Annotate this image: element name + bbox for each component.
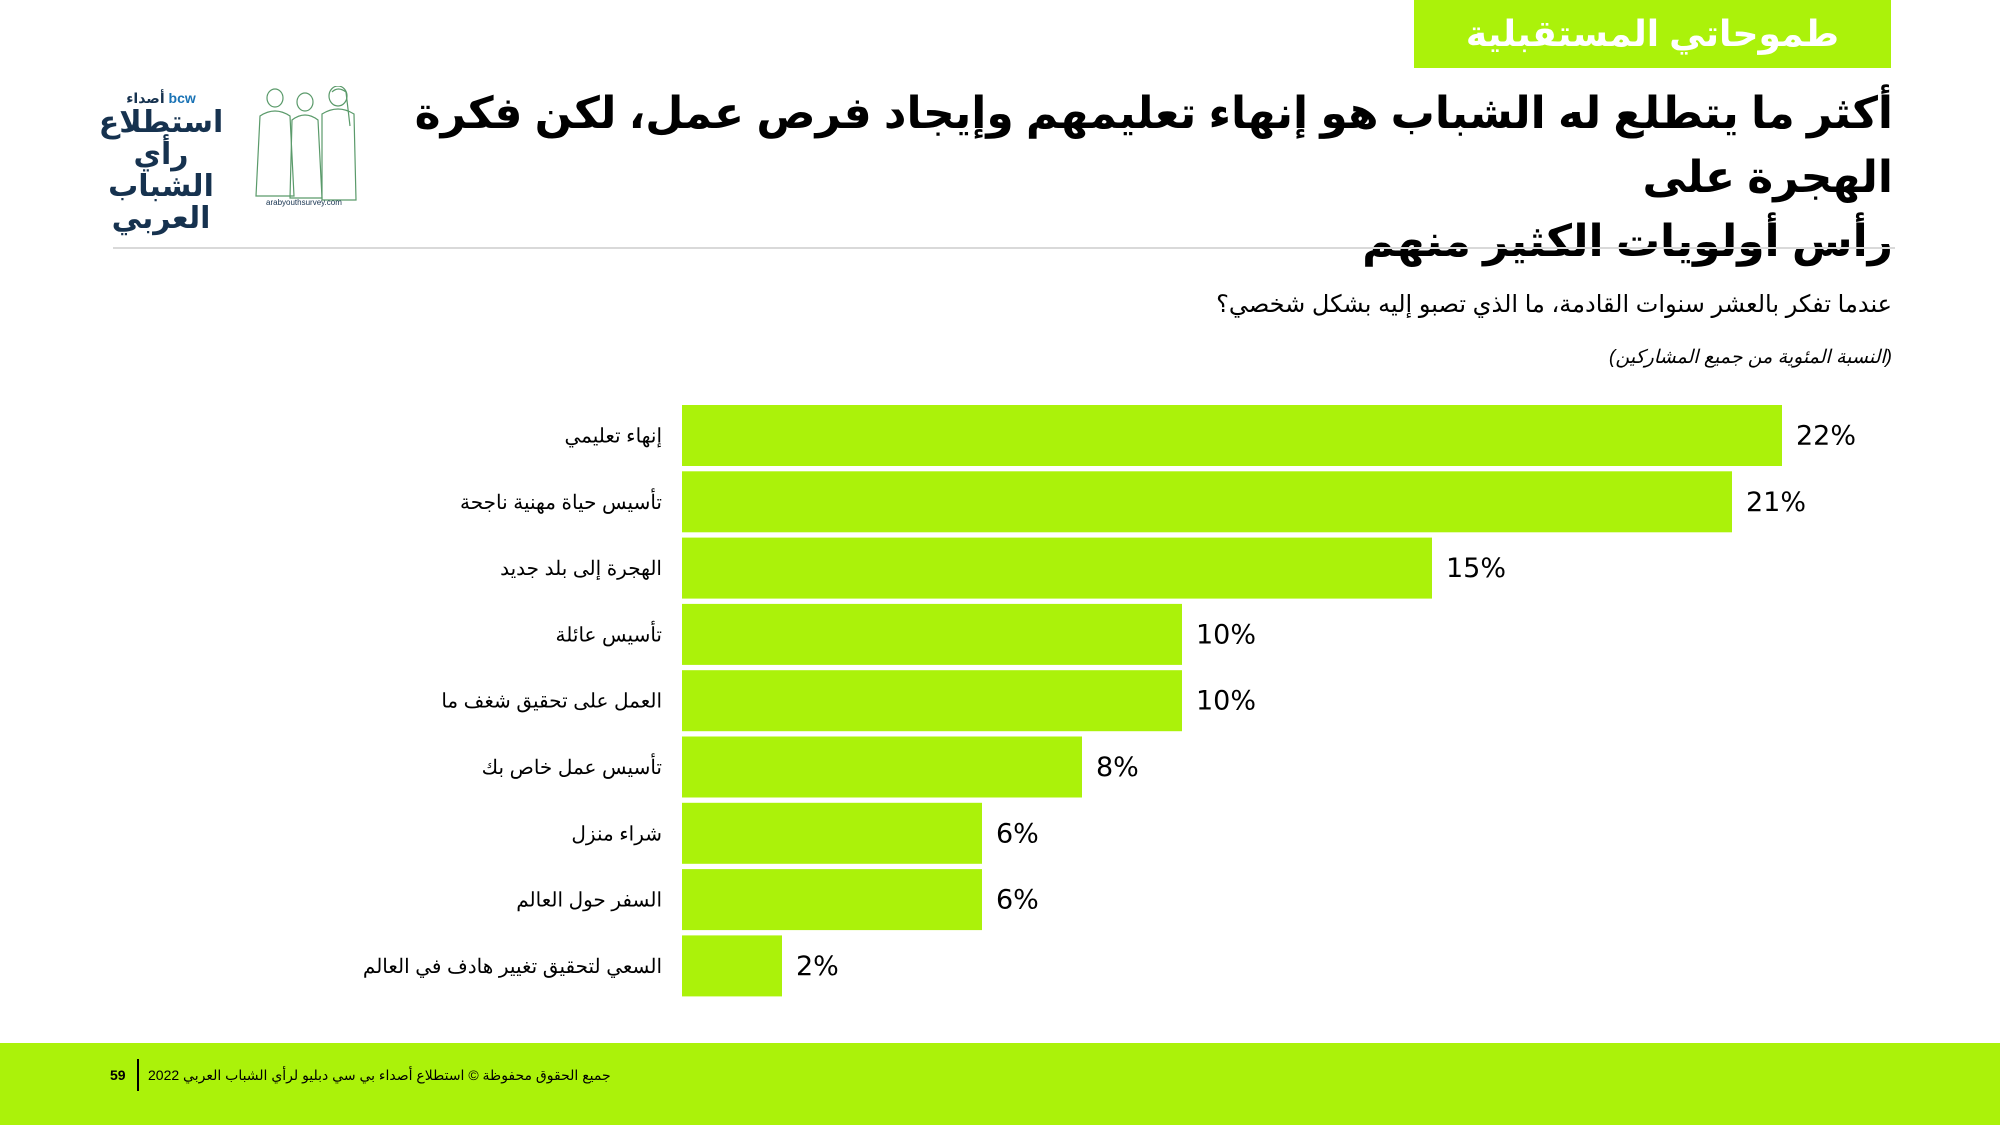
base-note: (النسبة المئوية من جميع المشاركين) (1609, 347, 1892, 368)
category-label-6: تأسيس عمل خاص بك (482, 753, 662, 779)
title-divider (113, 247, 1895, 249)
value-label-3: 15% (1446, 553, 1506, 584)
bar-7 (682, 802, 982, 864)
category-label-4: تأسيس عائلة (556, 620, 662, 646)
logo-line-1: استطلاع (98, 106, 224, 139)
category-label-1: إنهاء تعليمي (565, 426, 663, 449)
category-label-3: الهجرة إلى بلد جديد (500, 558, 662, 581)
bar-3 (682, 537, 1432, 599)
youth-figures-icon (255, 86, 357, 201)
logo-brand-en: bcw (168, 90, 196, 106)
page-title: أكثر ما يتطلع له الشباب هو إنهاء تعليمهم… (393, 82, 1893, 274)
title-line-2: رأس أولويات الكثير منهم (1362, 217, 1893, 266)
bar-1 (682, 405, 1782, 466)
category-label-2: تأسيس حياة مهنية ناجحة (460, 488, 662, 514)
category-label-5: العمل على تحقيق شغف ما (441, 691, 662, 713)
page-number: 59 (110, 1067, 126, 1083)
section-tag: طموحاتي المستقبلية (1414, 0, 1891, 68)
logo-line-3: العربي (111, 202, 211, 235)
category-label-9: السعي لتحقيق تغيير هادف في العالم (363, 956, 662, 978)
value-label-9: 2% (796, 951, 839, 982)
copyright-text: جميع الحقوق محفوظة © استطلاع أصداء بي سي… (148, 1067, 611, 1083)
value-label-4: 10% (1196, 619, 1256, 650)
value-label-5: 10% (1196, 686, 1256, 717)
logo-wordmark: bcw أصداء استطلاع رأي الشباب العربي (96, 90, 226, 235)
logo-line-2: رأي الشباب (108, 138, 214, 203)
bar-9 (682, 935, 782, 997)
survey-logo: bcw أصداء استطلاع رأي الشباب العربي arab… (99, 86, 360, 235)
footer: 59 جميع الحقوق محفوظة © استطلاع أصداء بي… (0, 1043, 2000, 1125)
bar-4 (682, 603, 1182, 665)
bar-5 (682, 670, 1182, 732)
survey-question: عندما تفكر بالعشر سنوات القادمة، ما الذي… (1216, 291, 1892, 318)
bar-8 (682, 869, 982, 931)
logo-url: arabyouthsurvey.com (266, 198, 342, 207)
bar-6 (682, 736, 1082, 798)
footer-separator (137, 1059, 139, 1091)
value-label-8: 6% (996, 885, 1039, 916)
logo-brand: bcw أصداء (96, 90, 226, 107)
bar-2 (682, 471, 1732, 533)
title-line-1: أكثر ما يتطلع له الشباب هو إنهاء تعليمهم… (414, 89, 1893, 202)
category-label-7: شراء منزل (571, 823, 662, 845)
bar-chart: إنهاء تعليمي 22% تأسيس حياة مهنية ناجحة 21%… (363, 405, 1856, 997)
logo-brand-ar: أصداء (126, 90, 165, 106)
value-label-7: 6% (996, 818, 1039, 849)
category-label-8: السفر حول العالم (516, 890, 662, 912)
value-label-1: 22% (1796, 421, 1856, 452)
value-label-6: 8% (1096, 752, 1139, 783)
value-label-2: 21% (1746, 487, 1806, 518)
